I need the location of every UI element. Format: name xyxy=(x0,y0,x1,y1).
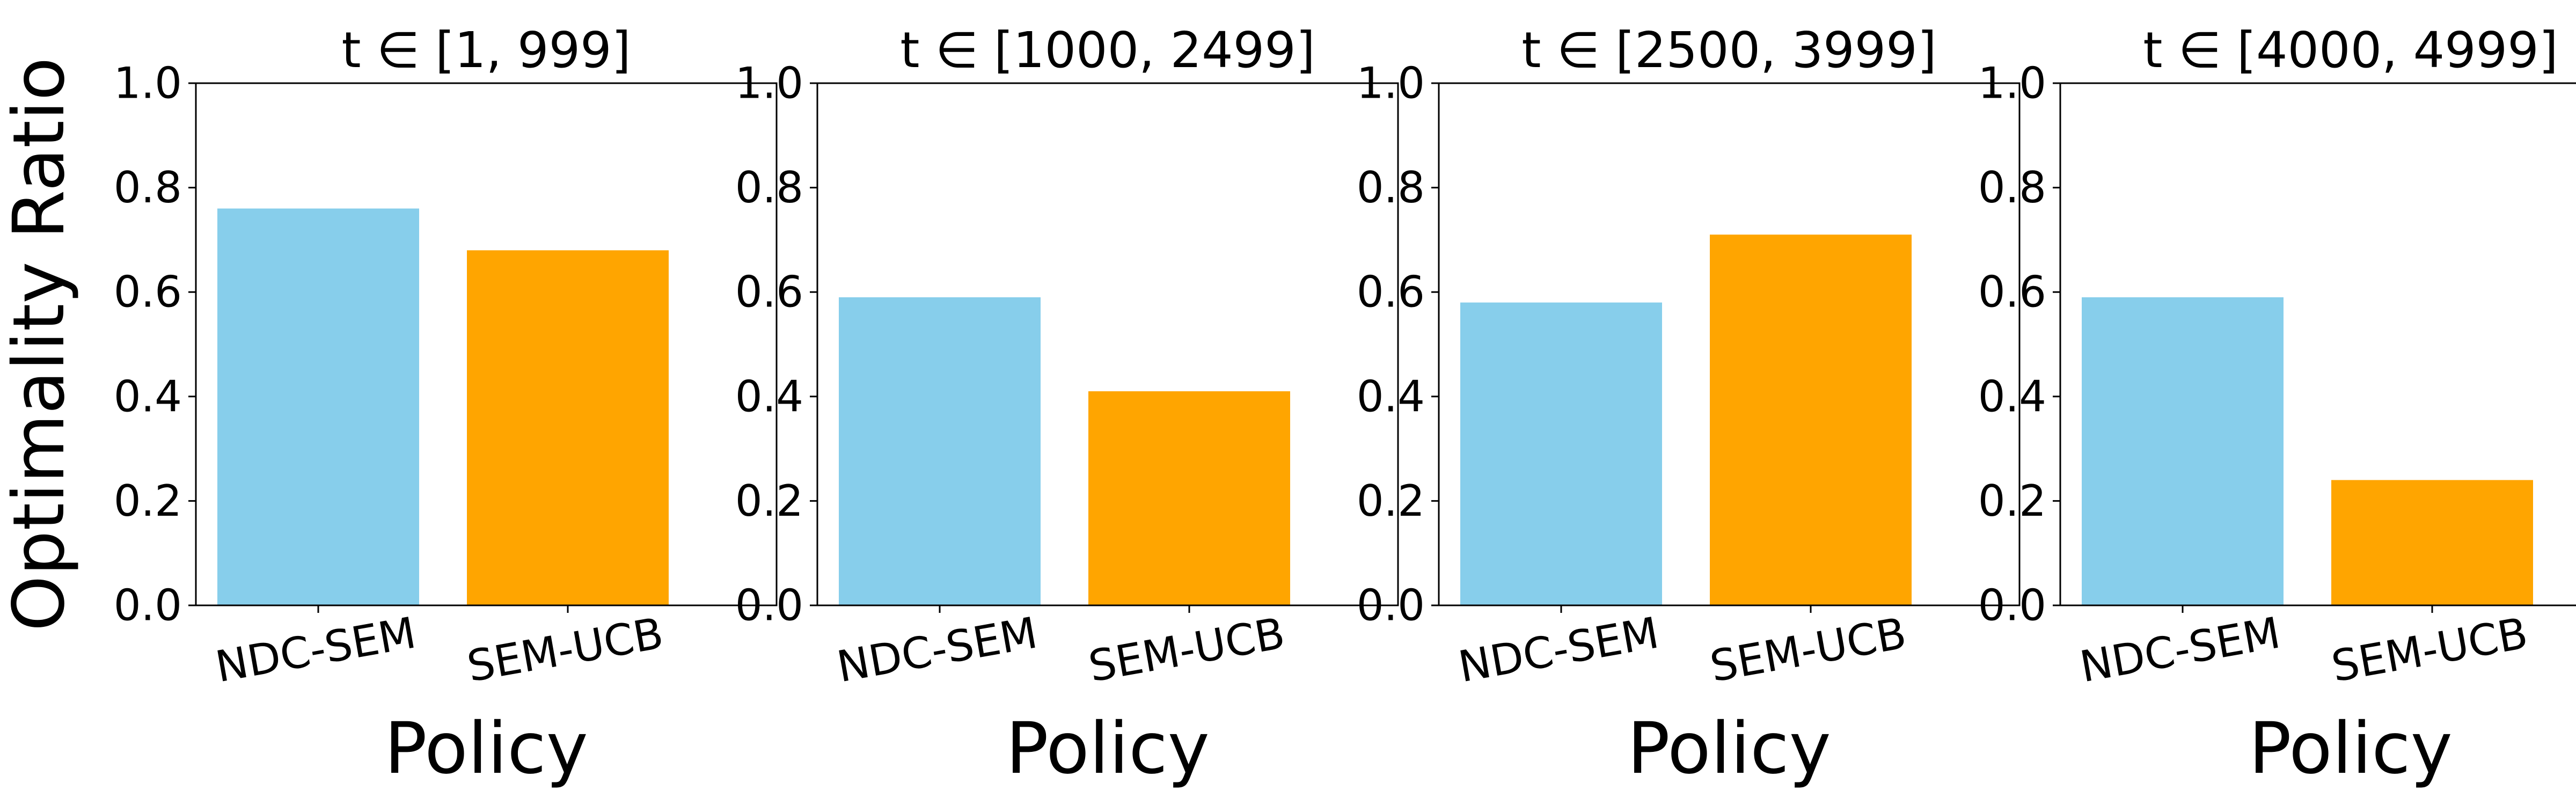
plot-frame xyxy=(1438,82,2021,606)
y-tick-label: 1.0 xyxy=(1978,58,2046,108)
y-tick-label: 0.0 xyxy=(114,581,182,631)
y-tick-label: 0.6 xyxy=(735,267,803,317)
y-tick-label: 0.2 xyxy=(114,476,182,526)
y-tick-label: 0.0 xyxy=(1978,581,2046,631)
y-tick-label: 1.0 xyxy=(1357,58,1425,108)
y-tick-label: 0.8 xyxy=(735,163,803,213)
y-tick-label: 0.6 xyxy=(1357,267,1425,317)
bar-ndc-sem xyxy=(1460,302,1662,605)
y-tick-label: 0.6 xyxy=(114,267,182,317)
y-tick-label: 0.4 xyxy=(1978,371,2046,421)
panel-title: t ∈ [2500, 3999] xyxy=(1521,21,1936,79)
x-tick-label: SEM-UCB xyxy=(1085,608,1289,692)
y-tick-label: 0.0 xyxy=(735,581,803,631)
bar-sem-ucb xyxy=(1088,391,1290,605)
bar-sem-ucb xyxy=(2331,480,2533,605)
y-tick-label: 0.2 xyxy=(1357,476,1425,526)
bar-sem-ucb xyxy=(467,250,669,605)
y-tick-label: 0.4 xyxy=(1357,371,1425,421)
y-tick-label: 1.0 xyxy=(735,58,803,108)
panel-title: t ∈ [1, 999] xyxy=(341,21,631,79)
bar-ndc-sem xyxy=(2082,297,2284,605)
chart-panel-3: 0.0 0.2 0.4 0.6 0.8 1.0 NDC-SEM SEM-UCB t ∈ [250… xyxy=(1357,21,2021,790)
panel-title: t ∈ [1000, 2499] xyxy=(900,21,1315,79)
y-tick-label: 0.8 xyxy=(114,163,182,213)
x-tick-label: NDC-SEM xyxy=(833,608,1041,692)
x-axis-label: Policy xyxy=(384,707,588,790)
panel-title: t ∈ [4000, 4999] xyxy=(2143,21,2558,79)
bar-ndc-sem xyxy=(839,297,1041,605)
x-tick-label: NDC-SEM xyxy=(1455,608,1663,692)
chart-panel-2: 0.0 0.2 0.4 0.6 0.8 1.0 NDC-SEM SEM-UCB t ∈ [100… xyxy=(735,21,1399,790)
y-tick-label: 0.2 xyxy=(735,476,803,526)
y-tick-label: 1.0 xyxy=(114,58,182,108)
y-tick-label: 0.2 xyxy=(1978,476,2046,526)
x-tick-label: SEM-UCB xyxy=(464,608,667,692)
bar-sem-ucb xyxy=(1710,235,1912,605)
y-tick-label: 0.4 xyxy=(114,371,182,421)
x-tick-label: SEM-UCB xyxy=(2328,608,2531,692)
chart-panel-4: 0.0 0.2 0.4 0.6 0.8 1.0 NDC-SEM SEM-UCB t ∈ [400… xyxy=(1978,21,2576,790)
x-tick-label: NDC-SEM xyxy=(212,608,420,692)
chart-panel-1: 0.0 0.2 0.4 0.6 0.8 1.0 NDC-SEM SEM-UCB t ∈ [1, … xyxy=(0,21,778,790)
x-tick-label: NDC-SEM xyxy=(2076,608,2284,692)
x-tick-label: SEM-UCB xyxy=(1707,608,1910,692)
y-tick-label: 0.6 xyxy=(1978,267,2046,317)
y-axis-label: Optimality Ratio xyxy=(0,57,80,632)
y-tick-label: 0.8 xyxy=(1357,163,1425,213)
x-axis-label: Policy xyxy=(1006,707,1210,790)
y-tick-label: 0.8 xyxy=(1978,163,2046,213)
plot-frame xyxy=(2059,82,2576,606)
x-axis-label: Policy xyxy=(2249,707,2453,790)
plot-frame xyxy=(816,82,1399,606)
y-tick-label: 0.4 xyxy=(735,371,803,421)
y-tick-label: 0.0 xyxy=(1357,581,1425,631)
x-axis-label: Policy xyxy=(1627,707,1831,790)
plot-frame xyxy=(195,82,778,606)
bar-ndc-sem xyxy=(217,208,419,605)
